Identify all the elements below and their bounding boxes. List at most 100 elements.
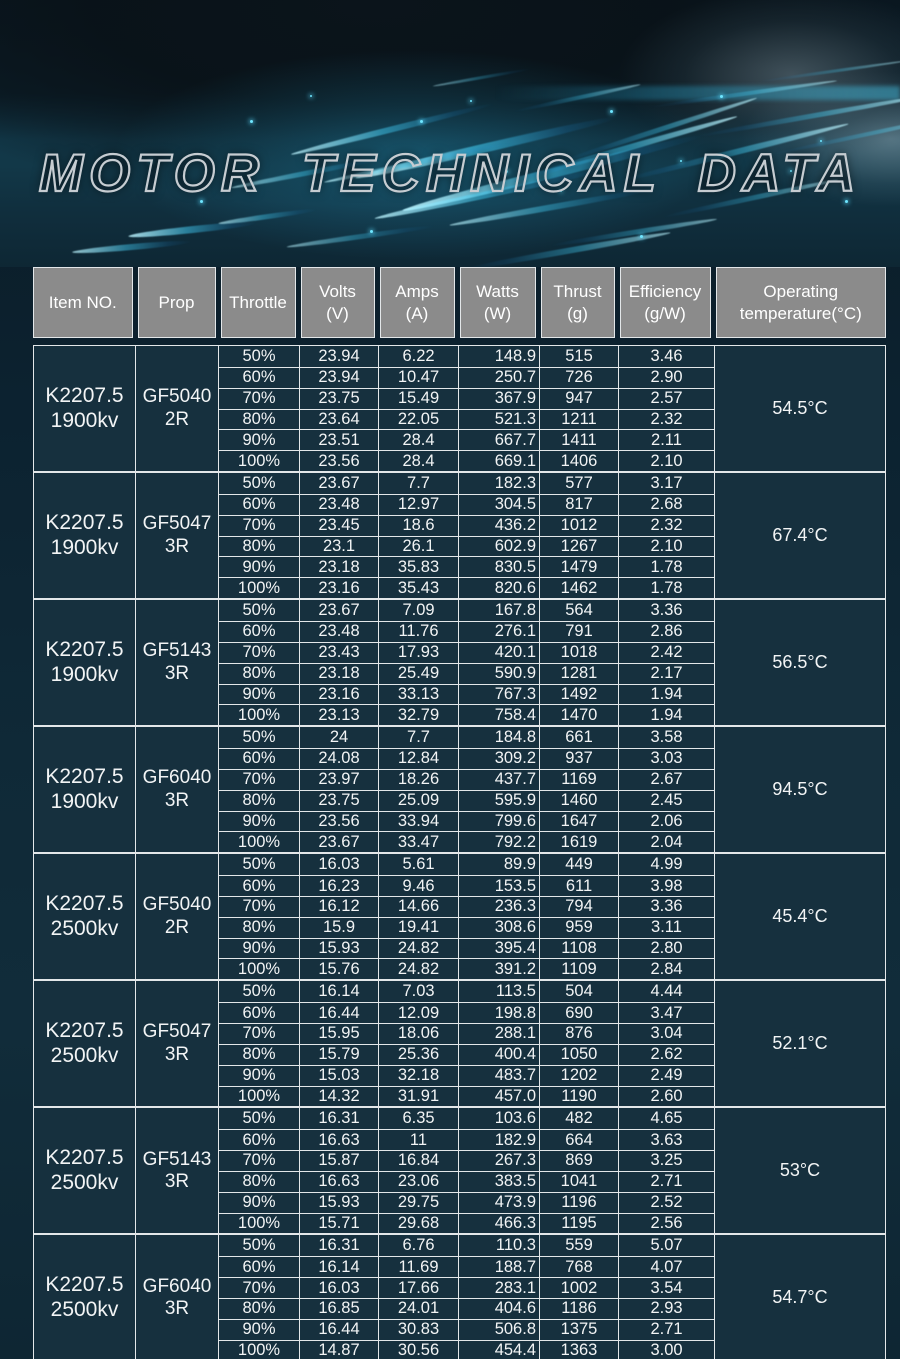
throttle-value: 60% [219, 1256, 299, 1277]
watts-w-value: 236.3 [458, 895, 539, 917]
column-header-throttle: Throttle [220, 267, 296, 338]
light-dot [610, 110, 613, 113]
volts-v-value: 23.1 [299, 535, 378, 557]
prop-line: GF5040 [142, 386, 212, 408]
prop-line: 3R [164, 535, 190, 557]
watts-w-value: 167.8 [458, 600, 539, 621]
watts-w-value: 506.8 [458, 1318, 539, 1340]
operating-temperature-cell: 94.5°C [714, 727, 885, 853]
efficiency-g-w-value: 3.63 [618, 1129, 714, 1151]
watts-w-value: 767.3 [458, 683, 539, 705]
efficiency-g-w-value: 3.03 [618, 748, 714, 769]
throttle-value: 70% [219, 1023, 299, 1044]
volts-v-value: 16.44 [299, 1002, 378, 1023]
item-line: K2207.5 [45, 637, 124, 661]
amps-a-value: 14.66 [378, 895, 458, 917]
thrust-g-value: 1375 [539, 1318, 618, 1340]
efficiency-g-w-value: 2.80 [618, 937, 714, 959]
motor-group-3: K2207.5 1900kv GF5143 3R 56.5°C 50% 23.67 7.09 1… [33, 599, 886, 727]
volts-v-value: 23.51 [299, 429, 378, 451]
light-dot [560, 190, 562, 192]
volts-v-value: 15.71 [299, 1212, 378, 1234]
amps-a-value: 28.4 [378, 450, 458, 472]
thrust-g-value: 577 [539, 473, 618, 494]
table-header-row: Item NO. Prop Throttle Volts (V) Amps (A) Watts… [33, 267, 886, 338]
efficiency-g-w-value: 3.04 [618, 1023, 714, 1044]
throttle-value: 70% [219, 641, 299, 663]
volts-v-value: 16.31 [299, 1235, 378, 1257]
throttle-value: 80% [219, 408, 299, 430]
thrust-g-value: 1281 [539, 662, 618, 684]
efficiency-g-w-value: 2.45 [618, 789, 714, 811]
amps-a-value: 25.09 [378, 789, 458, 811]
amps-a-value: 24.82 [378, 958, 458, 980]
volts-v-value: 23.67 [299, 831, 378, 853]
prop-cell: GF6040 3R [136, 1235, 219, 1359]
prop-line: 3R [164, 1043, 190, 1065]
watts-w-value: 602.9 [458, 535, 539, 557]
thrust-g-value: 817 [539, 493, 618, 515]
efficiency-g-w-value: 3.36 [618, 895, 714, 917]
throttle-value: 80% [219, 662, 299, 684]
thrust-g-value: 791 [539, 620, 618, 642]
thrust-g-value: 1018 [539, 641, 618, 663]
column-header-item-no: Item NO. [33, 267, 133, 338]
watts-w-value: 182.9 [458, 1129, 539, 1151]
watts-w-value: 250.7 [458, 366, 539, 388]
throttle-value: 50% [242, 855, 276, 874]
efficiency-g-w-value: 2.86 [618, 620, 714, 642]
prop-line: GF5047 [142, 1021, 212, 1043]
volts-v-value: 23.48 [299, 620, 378, 642]
spec-table: Item NO. Prop Throttle Volts (V) Amps (A) Watts… [33, 267, 886, 1359]
thrust-g-value: 794 [539, 895, 618, 917]
amps-a-value: 11 [378, 1129, 458, 1151]
throttle-value: 80% [219, 535, 299, 557]
watts-w-value: 198.8 [458, 1002, 539, 1023]
watts-w-value: 113.5 [458, 981, 539, 1003]
operating-temperature-cell: 54.7°C [714, 1235, 885, 1359]
thrust-g-value: 1411 [539, 429, 618, 451]
efficiency-g-w-value: 3.98 [618, 875, 714, 896]
thrust-g-value: 482 [539, 1108, 618, 1130]
column-header-watts: Watts (W) [459, 267, 536, 338]
thrust-g-value: 947 [539, 387, 618, 409]
light-dot [720, 95, 723, 98]
light-streak [756, 59, 900, 84]
watts-w-value: 473.9 [458, 1191, 539, 1213]
water-glow-band [495, 86, 900, 100]
amps-a-value: 15.49 [378, 387, 458, 409]
watts-w-value: 595.9 [458, 789, 539, 811]
amps-a-value: 23.06 [378, 1170, 458, 1192]
efficiency-g-w-value: 4.99 [618, 854, 714, 876]
throttle-value: 90% [219, 1318, 299, 1340]
amps-a-value: 24.01 [378, 1297, 458, 1319]
watts-w-value: 103.6 [458, 1108, 539, 1130]
volts-v-value: 15.79 [299, 1043, 378, 1065]
volts-v-value: 15.93 [299, 937, 378, 959]
amps-a-value: 7.09 [378, 600, 458, 621]
amps-a-value: 18.06 [378, 1023, 458, 1044]
amps-a-value: 31.91 [378, 1085, 458, 1107]
amps-a-value: 17.66 [378, 1277, 458, 1298]
amps-a-value: 6.22 [378, 346, 458, 367]
volts-v-value: 23.16 [299, 683, 378, 705]
item-line: K2207.5 [45, 510, 124, 534]
efficiency-g-w-value: 2.32 [618, 408, 714, 430]
thrust-g-value: 611 [539, 875, 618, 896]
light-dot [370, 230, 373, 233]
throttle-value: 90% [219, 810, 299, 832]
thrust-g-value: 1169 [539, 768, 618, 790]
prop-line: GF6040 [142, 1275, 212, 1297]
thrust-g-value: 1492 [539, 683, 618, 705]
volts-v-value: 16.23 [299, 875, 378, 896]
efficiency-g-w-value: 3.36 [618, 600, 714, 621]
volts-v-value: 23.94 [299, 366, 378, 388]
volts-v-value: 16.63 [299, 1170, 378, 1192]
thrust-g-value: 1647 [539, 810, 618, 832]
thrust-g-value: 1619 [539, 831, 618, 853]
light-dot [845, 200, 848, 203]
watts-w-value: 383.5 [458, 1170, 539, 1192]
thrust-g-value: 1267 [539, 535, 618, 557]
light-dot [420, 120, 423, 123]
throttle-value: 70% [219, 768, 299, 790]
